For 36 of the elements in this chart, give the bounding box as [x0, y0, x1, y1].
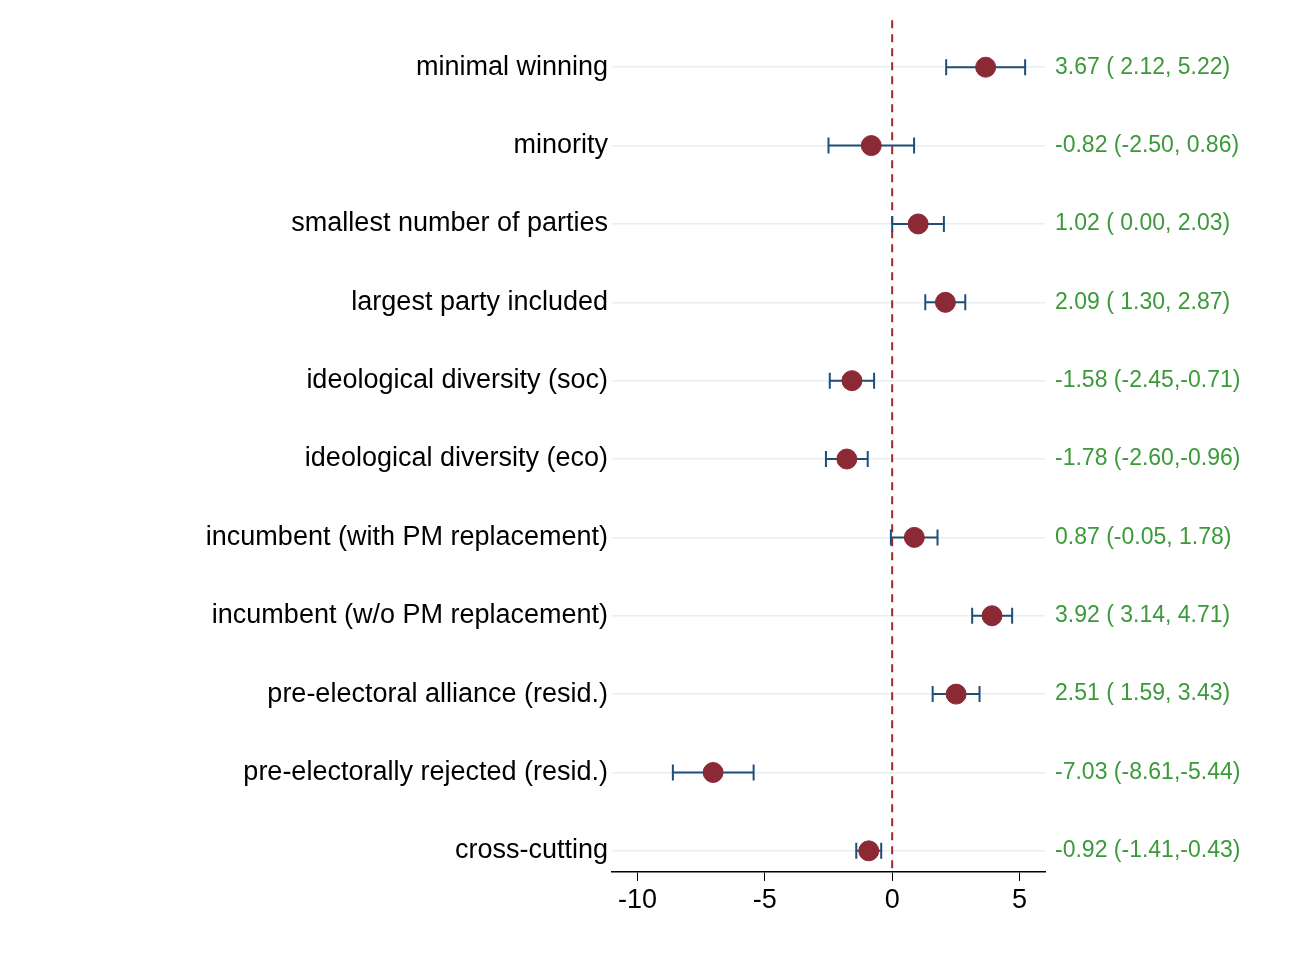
point — [981, 605, 1003, 627]
y-tick-label: smallest number of parties — [291, 207, 608, 238]
y-tick-label: minimal winning — [415, 50, 608, 81]
data-label: 0.87 (-0.05, 1.78) — [1055, 522, 1232, 549]
y-tick-label: pre-electoral alliance (resid.) — [267, 677, 608, 708]
x-tick-label: 5 — [1012, 883, 1028, 914]
x-tick-label: 0 — [884, 883, 900, 914]
point — [907, 213, 929, 235]
x-tick-label: -10 — [617, 883, 657, 914]
data-label: -0.92 (-1.41,-0.43) — [1055, 836, 1241, 863]
y-tick-label: minority — [513, 129, 609, 160]
y-tick-label: largest party included — [351, 285, 608, 316]
point — [836, 448, 858, 470]
point — [975, 56, 997, 78]
y-tick-label: ideological diversity (eco) — [304, 442, 608, 473]
point — [841, 370, 863, 392]
point — [945, 683, 967, 705]
data-label: -7.03 (-8.61,-5.44) — [1055, 757, 1241, 784]
data-label: -1.58 (-2.45,-0.71) — [1055, 366, 1241, 393]
data-label: -0.82 (-2.50, 0.86) — [1055, 130, 1240, 157]
data-label: 2.51 ( 1.59, 3.43) — [1055, 679, 1231, 706]
point — [860, 135, 882, 157]
y-tick-label: pre-electorally rejected (resid.) — [243, 755, 608, 786]
point — [934, 291, 956, 313]
data-label: -1.78 (-2.60,-0.96) — [1055, 444, 1241, 471]
point — [903, 526, 925, 548]
y-tick-label: incumbent (w/o PM replacement) — [211, 599, 608, 630]
data-label: 2.09 ( 1.30, 2.87) — [1055, 287, 1231, 314]
x-tick-label: -5 — [752, 883, 777, 914]
y-tick-label: ideological diversity (soc) — [306, 364, 608, 395]
point — [702, 761, 724, 783]
data-label: 3.67 ( 2.12, 5.22) — [1055, 52, 1231, 79]
y-tick-label: cross-cutting — [454, 834, 608, 865]
data-label: 3.92 ( 3.14, 4.71) — [1055, 601, 1231, 628]
y-tick-label: incumbent (with PM replacement) — [205, 520, 608, 551]
data-label: 1.02 ( 0.00, 2.03) — [1055, 209, 1231, 236]
